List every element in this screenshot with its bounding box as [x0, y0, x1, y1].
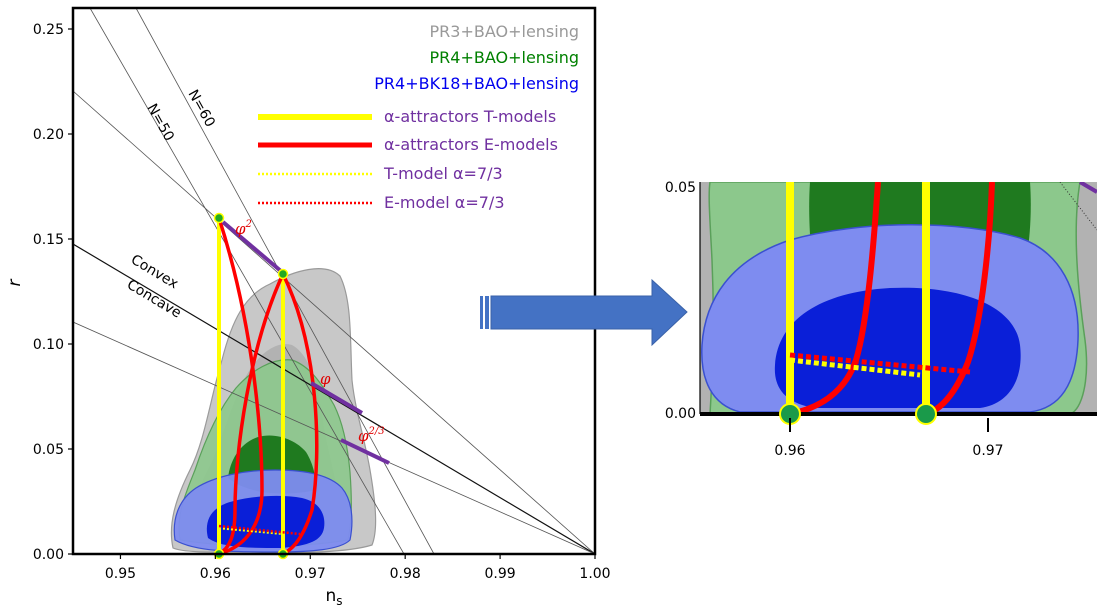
phi2-symbol: φ: [235, 220, 246, 238]
y-tick-label-4: 0.20: [33, 127, 64, 143]
legend-t-models-label: α-attractors T-models: [384, 107, 556, 126]
x-axis-label-sub: s: [336, 594, 342, 608]
t-model-dotted: [218, 526, 286, 536]
zoom-xtick-label-097: 0.97: [972, 443, 1003, 459]
phi23-segment: [340, 438, 390, 465]
zoom-e-model-curve-1: [789, 182, 881, 414]
e-model-dotted: [218, 524, 301, 536]
n60-label: N=60: [185, 87, 218, 130]
phi2-exponent: 2: [245, 219, 252, 230]
legend-pr4: PR4+BAO+lensing: [430, 48, 580, 67]
zoom-t-model-dotted: [789, 357, 921, 378]
legend-e-models-label: α-attractors E-models: [384, 135, 558, 154]
x-axis-label-main: n: [325, 586, 336, 606]
zoom-ytick-label-000: 0.00: [665, 406, 696, 422]
phi-label: φ: [320, 370, 331, 388]
x-tick-label-5: 1.00: [579, 566, 610, 582]
y-tick-label-1: 0.05: [33, 442, 64, 458]
y-tick-label-5: 0.25: [33, 22, 64, 38]
arrow-stripe-1: [480, 296, 483, 329]
x-tick-label-2: 0.97: [295, 566, 326, 582]
y-tick-label-3: 0.15: [33, 232, 64, 248]
e-model-curve-2: [218, 273, 285, 554]
zoom-plot: 0.96 0.97 0.05 0.00: [665, 180, 1097, 459]
zoom-e-model-curve-2: [924, 182, 995, 414]
arrow-body: [490, 278, 688, 347]
zoom-e-model-dotted: [789, 352, 971, 375]
legend-e-model-dotted-label: E-model α=7/3: [384, 193, 505, 212]
n50-label: N=50: [144, 101, 177, 144]
legend-pr3: PR3+BAO+lensing: [430, 22, 580, 41]
zoom-t-model-point-2: [915, 403, 937, 425]
legend-bk18: PR4+BK18+BAO+lensing: [374, 74, 579, 93]
arrow-stripe-2: [485, 296, 489, 329]
n50-line: [89, 8, 405, 554]
y-tick-label-2: 0.10: [33, 337, 64, 353]
x-tick-label-1: 0.96: [200, 566, 231, 582]
phi-segment: [309, 381, 364, 415]
x-tick-label-0: 0.95: [105, 566, 136, 582]
x-tick-label-4: 0.99: [485, 566, 516, 582]
e-model-curve-3: [281, 273, 319, 554]
ref-line-lower: [73, 321, 595, 554]
zoom-guide-line: [1059, 182, 1097, 231]
zoom-arrow: [480, 278, 688, 347]
zoom-xtick-label-096: 0.96: [774, 443, 805, 459]
ref-line-upper: [73, 90, 595, 554]
x-axis-label: ns: [325, 586, 342, 608]
phi23-exponent: 2/3: [368, 426, 385, 437]
main-plot: N=60 N=50 Convex Concave φ2 φ φ2/3 PR3+B…: [5, 6, 611, 608]
phi2-label: φ2: [235, 219, 252, 238]
main-plot-frame: [71, 6, 597, 556]
phi23-symbol: φ: [358, 427, 369, 445]
t-model-point-top-1: [213, 212, 225, 224]
y-tick-label-0: 0.00: [33, 547, 64, 563]
y-axis-label: r: [5, 279, 25, 287]
zoom-phi2-stub: [1078, 182, 1097, 194]
e-model-curve-1: [217, 217, 264, 554]
legend-t-model-dotted-label: T-model α=7/3: [383, 164, 503, 183]
phi23-label: φ2/3: [358, 426, 385, 445]
phi2-segment: [221, 220, 284, 274]
main-x-ticks: 0.95 0.96 0.97 0.98 0.99 1.00: [105, 554, 611, 582]
convex-concave-line: [73, 243, 595, 554]
x-tick-label-3: 0.98: [390, 566, 421, 582]
t-model-point-top-2: [277, 268, 289, 280]
zoom-ytick-label-005: 0.05: [665, 180, 696, 196]
main-y-ticks: 0.00 0.05 0.10 0.15 0.20 0.25: [33, 22, 73, 563]
